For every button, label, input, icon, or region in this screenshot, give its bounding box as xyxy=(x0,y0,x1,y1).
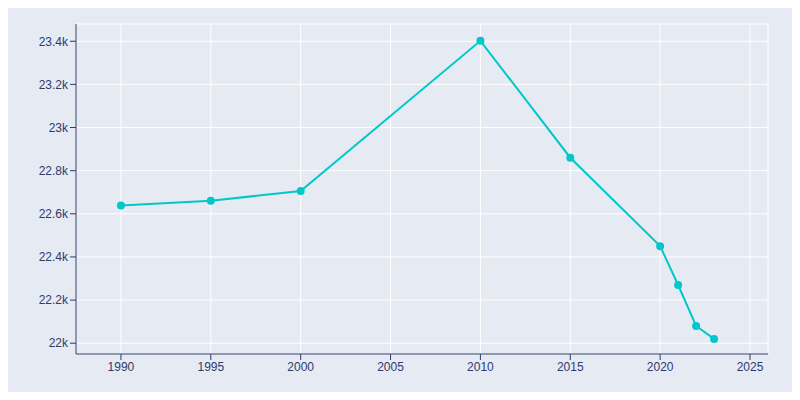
svg-text:2005: 2005 xyxy=(377,360,404,374)
svg-text:22k: 22k xyxy=(49,336,69,350)
svg-text:22.8k: 22.8k xyxy=(39,164,69,178)
svg-text:23k: 23k xyxy=(49,121,69,135)
svg-text:23.4k: 23.4k xyxy=(39,35,69,49)
svg-text:2015: 2015 xyxy=(557,360,584,374)
svg-text:2025: 2025 xyxy=(737,360,764,374)
svg-text:2000: 2000 xyxy=(287,360,314,374)
svg-text:23.2k: 23.2k xyxy=(39,78,69,92)
svg-text:22.2k: 22.2k xyxy=(39,293,69,307)
svg-text:1995: 1995 xyxy=(197,360,224,374)
svg-text:2010: 2010 xyxy=(467,360,494,374)
svg-text:2020: 2020 xyxy=(647,360,674,374)
svg-text:1990: 1990 xyxy=(108,360,135,374)
svg-text:22.4k: 22.4k xyxy=(39,250,69,264)
svg-text:22.6k: 22.6k xyxy=(39,207,69,221)
